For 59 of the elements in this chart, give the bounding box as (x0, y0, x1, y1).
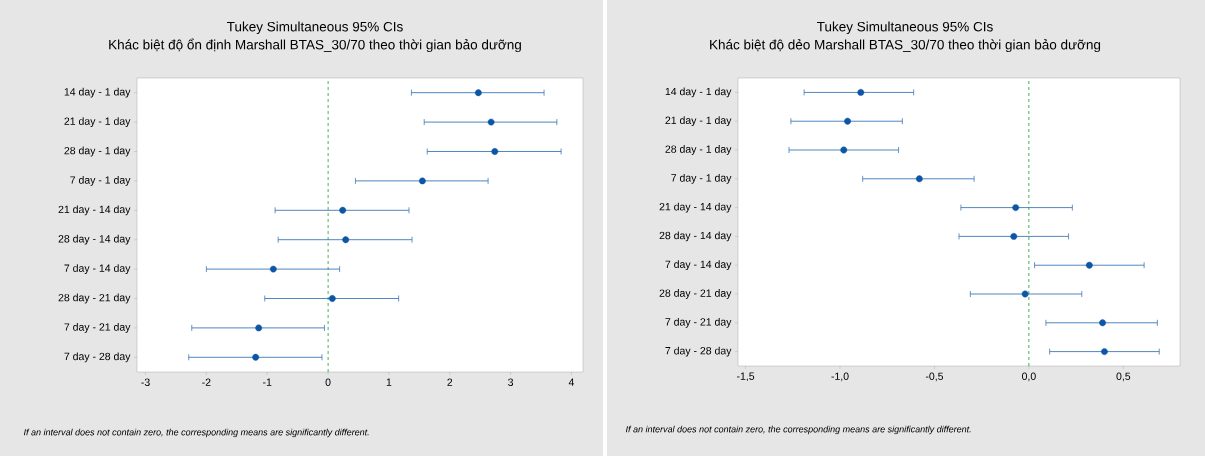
point (418, 177, 426, 185)
point (339, 206, 347, 214)
chart-subtitle: Khác biệt độ dẻo Marshall BTAS_30/70 theo thời gian bảo dưỡng (710, 39, 1101, 53)
y-tick-label: 28 day - 1 day (64, 146, 131, 157)
chart-title: Tukey Simultaneous 95% CIs (227, 21, 403, 35)
point (1010, 233, 1018, 240)
point (857, 89, 865, 96)
point (1099, 319, 1106, 327)
y-tick-label: 28 day - 1 day (665, 145, 732, 155)
y-tick-label: 21 day - 14 day (58, 205, 131, 216)
y-tick-label: 28 day - 14 day (659, 231, 732, 242)
x-tick-label: -2 (202, 378, 211, 386)
x-tick-label: 2 (447, 378, 453, 386)
point (328, 295, 336, 302)
point (342, 236, 350, 244)
x-tick-label: -3 (141, 378, 150, 386)
point (474, 89, 482, 97)
x-tick-label: -1,0 (831, 372, 849, 382)
x-tick-label: -0,5 (925, 372, 944, 382)
x-tick-label: 3 (508, 378, 514, 386)
y-tick-label: 7 day - 14 day (665, 260, 732, 271)
x-tick-label: 0,5 (1116, 372, 1131, 382)
x-tick-label: -1 (263, 378, 272, 386)
y-tick-label: 7 day - 21 day (665, 317, 732, 328)
y-tick-label: 7 day - 21 day (64, 323, 131, 333)
x-tick-label: 0,0 (1022, 372, 1036, 382)
text: If an interval does not contain zero, the corresponding means are significantly different. (625, 425, 971, 435)
point (269, 265, 277, 273)
text: If an interval does not contain zero, the corresponding means are significantly different. (23, 428, 369, 438)
y-tick-label: 14 day - 1 day (64, 87, 131, 98)
point (255, 324, 263, 332)
y-tick-label: 7 day - 1 day (70, 176, 131, 186)
y-tick-label: 14 day - 1 day (665, 87, 732, 98)
point (1101, 348, 1108, 355)
point (915, 175, 923, 183)
point (1012, 204, 1020, 212)
y-tick-label: 21 day - 14 day (659, 202, 732, 213)
y-tick-label: 28 day - 21 day (659, 289, 732, 299)
y-tick-label: 28 day - 21 day (58, 293, 131, 304)
point (1021, 290, 1029, 298)
point (840, 146, 848, 154)
y-tick-label: 7 day - 14 day (64, 264, 131, 274)
x-tick-label: 0 (325, 378, 331, 386)
point (1085, 261, 1093, 269)
point (491, 148, 499, 155)
y-tick-label: 7 day - 1 day (671, 173, 732, 184)
chart-subtitle: Khác biệt độ ổn định Marshall BTAS_30/70 theo thời gian bảo dưỡng (109, 38, 521, 53)
y-tick-label: 28 day - 14 day (58, 234, 131, 245)
y-tick-label: 7 day - 28 day (64, 352, 131, 363)
y-tick-label: 21 day - 1 day (665, 116, 732, 127)
chart-title: Tukey Simultaneous 95% CIs (817, 21, 993, 35)
y-tick-label: 21 day - 1 day (64, 117, 131, 127)
x-tick-label: -1,5 (736, 372, 755, 382)
x-tick-label: 1 (386, 378, 392, 386)
x-tick-label: 4 (568, 378, 575, 386)
point (844, 117, 851, 125)
point (252, 353, 260, 361)
point (487, 118, 495, 126)
y-tick-label: 7 day - 28 day (665, 346, 732, 357)
